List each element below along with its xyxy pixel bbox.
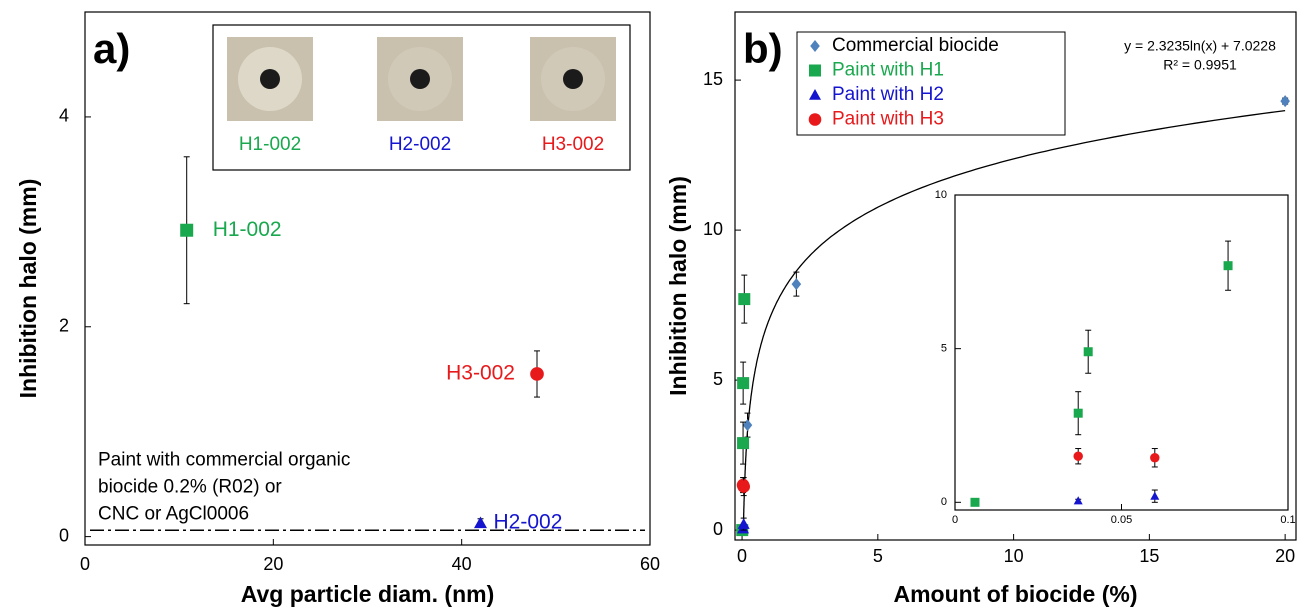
legend-label: Paint with H2 (832, 84, 944, 105)
y-tick-label: 10 (703, 219, 723, 239)
photo-disc (563, 69, 583, 89)
reference-label: Paint with commercial organic (98, 449, 350, 470)
plot-frame (955, 195, 1288, 510)
marker (530, 367, 544, 381)
x-tick-label: 0 (80, 554, 90, 574)
point-label: H2-002 (494, 511, 563, 534)
photo-disc (410, 69, 430, 89)
y-axis-title: Inhibition halo (mm) (15, 179, 41, 399)
figure: 0240204060Avg particle diam. (nm)Inhibit… (0, 0, 1303, 610)
x-axis-title: Amount of biocide (%) (893, 581, 1137, 607)
marker (1073, 451, 1082, 460)
y-tick-label: 0 (59, 525, 69, 545)
x-tick-label: 0.1 (1280, 514, 1295, 526)
marker (1150, 453, 1159, 462)
marker (1084, 347, 1093, 356)
legend-label: Paint with H1 (832, 60, 944, 81)
legend-label: Commercial biocide (832, 35, 999, 56)
marker (1074, 409, 1083, 418)
x-tick-label: 0 (952, 514, 958, 526)
reference-label: CNC or AgCl0006 (98, 503, 249, 524)
legend-marker (809, 65, 821, 77)
photo-label: H3-002 (542, 134, 604, 155)
marker (1224, 261, 1233, 270)
y-tick-label: 5 (713, 369, 723, 389)
y-tick-label: 15 (703, 69, 723, 89)
x-tick-label: 0 (737, 546, 747, 566)
marker (737, 437, 749, 449)
x-tick-label: 15 (1139, 546, 1159, 566)
y-axis-title: Inhibition halo (mm) (665, 176, 691, 396)
y-tick-label: 5 (941, 343, 947, 355)
y-tick-label: 2 (59, 316, 69, 336)
marker (737, 480, 750, 493)
x-tick-label: 5 (873, 546, 883, 566)
y-tick-label: 0 (713, 519, 723, 539)
x-tick-label: 10 (1004, 546, 1024, 566)
trendline-equation: y = 2.3235ln(x) + 7.0228 (1124, 38, 1276, 54)
x-tick-label: 0.05 (1111, 514, 1132, 526)
legend-marker (809, 113, 822, 126)
panel-label: b) (743, 25, 783, 72)
reference-label: biocide 0.2% (R02) or (98, 476, 282, 497)
point-label: H3-002 (446, 362, 515, 385)
x-axis-title: Avg particle diam. (nm) (241, 581, 494, 607)
y-tick-label: 0 (941, 496, 947, 508)
x-tick-label: 20 (263, 554, 283, 574)
x-tick-label: 40 (452, 554, 472, 574)
panel-label: a) (93, 25, 130, 72)
marker (180, 224, 193, 237)
x-tick-label: 20 (1275, 546, 1295, 566)
legend-label: Paint with H3 (832, 109, 944, 130)
photo-label: H2-002 (389, 134, 451, 155)
point-label: H1-002 (213, 218, 282, 241)
marker (737, 377, 749, 389)
photo-label: H1-002 (239, 134, 301, 155)
y-tick-label: 4 (59, 106, 69, 126)
x-tick-label: 60 (640, 554, 660, 574)
photo-disc (260, 69, 280, 89)
trendline-r2: R² = 0.9951 (1163, 57, 1237, 73)
y-tick-label: 10 (935, 189, 947, 201)
marker (738, 293, 750, 305)
marker (970, 498, 979, 507)
page: 0240204060Avg particle diam. (nm)Inhibit… (0, 0, 1303, 615)
